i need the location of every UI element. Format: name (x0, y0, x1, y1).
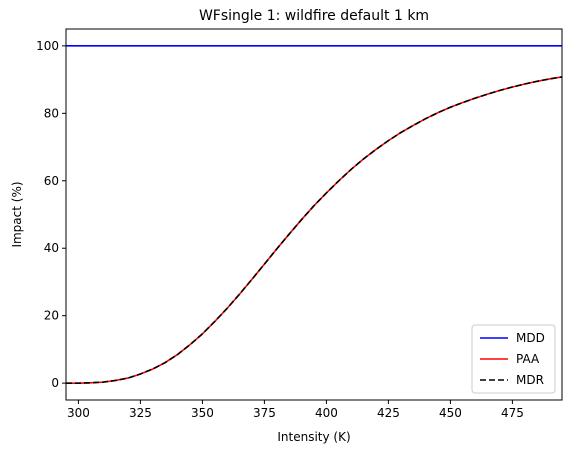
legend: MDD PAA MDR (471, 324, 556, 394)
series-layer (66, 45, 562, 384)
y-axis: 0 20 40 60 80 100 (36, 39, 66, 390)
x-tick-label: 450 (439, 406, 462, 420)
x-axis: 300 325 350 375 400 425 450 475 (67, 400, 524, 420)
x-tick-label: 400 (315, 406, 338, 420)
series-line-mdr (66, 76, 562, 384)
plot-frame (65, 28, 563, 401)
legend-label-mdd: MDD (516, 331, 545, 345)
x-tick-label: 475 (501, 406, 524, 420)
x-tick-label: 350 (191, 406, 214, 420)
x-tick-label: 325 (129, 406, 152, 420)
y-tick-label: 100 (36, 39, 59, 53)
chart-title: WFsingle 1: wildfire default 1 km (199, 8, 429, 24)
x-tick-label: 300 (67, 406, 90, 420)
x-tick-label: 425 (377, 406, 400, 420)
y-tick-label: 60 (44, 174, 59, 188)
x-tick-label: 375 (253, 406, 276, 420)
y-tick-label: 80 (44, 106, 59, 120)
legend-box (471, 324, 556, 394)
legend-label-paa: PAA (516, 352, 540, 366)
y-axis-label: Impact (%) (10, 181, 24, 247)
legend-label-mdr: MDR (516, 373, 544, 387)
x-axis-label: Intensity (K) (277, 430, 350, 444)
y-tick-label: 0 (51, 376, 59, 390)
y-tick-label: 40 (44, 241, 59, 255)
y-tick-label: 20 (44, 309, 59, 323)
